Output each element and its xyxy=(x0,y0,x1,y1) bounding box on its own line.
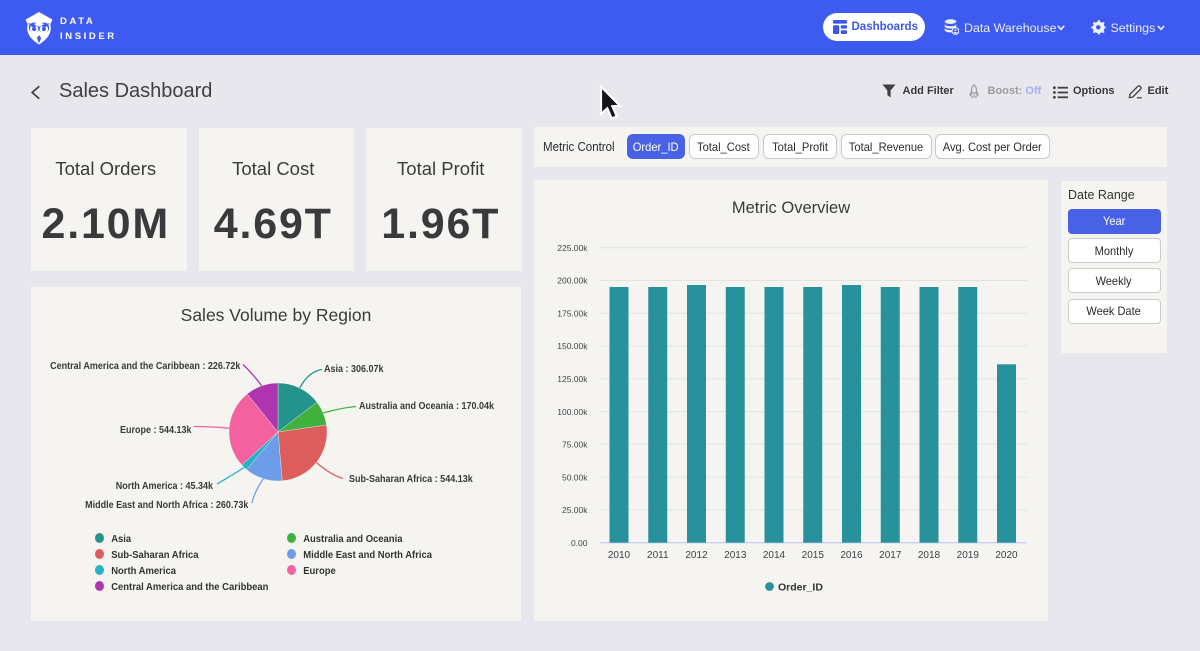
svg-text:2019: 2019 xyxy=(957,550,980,561)
svg-text:2015: 2015 xyxy=(802,550,825,561)
svg-text:150.00k: 150.00k xyxy=(557,341,588,351)
svg-text:2020: 2020 xyxy=(995,550,1018,561)
svg-text:2010: 2010 xyxy=(608,550,631,561)
svg-text:Order_ID: Order_ID xyxy=(778,581,823,593)
svg-text:2011: 2011 xyxy=(647,550,669,561)
svg-text:2013: 2013 xyxy=(724,550,747,561)
svg-text:75.00k: 75.00k xyxy=(562,440,588,450)
svg-text:2018: 2018 xyxy=(918,550,941,561)
svg-text:125.00k: 125.00k xyxy=(557,374,588,384)
svg-text:225.00k: 225.00k xyxy=(557,243,588,253)
svg-text:200.00k: 200.00k xyxy=(557,276,588,286)
svg-text:175.00k: 175.00k xyxy=(557,309,588,319)
svg-text:25.00k: 25.00k xyxy=(562,505,588,515)
svg-text:2012: 2012 xyxy=(685,550,708,561)
svg-text:100.00k: 100.00k xyxy=(557,407,588,417)
svg-text:2014: 2014 xyxy=(763,550,786,561)
svg-text:50.00k: 50.00k xyxy=(562,472,588,482)
svg-text:2017: 2017 xyxy=(879,550,902,561)
svg-text:2016: 2016 xyxy=(840,550,863,561)
svg-text:0.00: 0.00 xyxy=(571,538,588,548)
